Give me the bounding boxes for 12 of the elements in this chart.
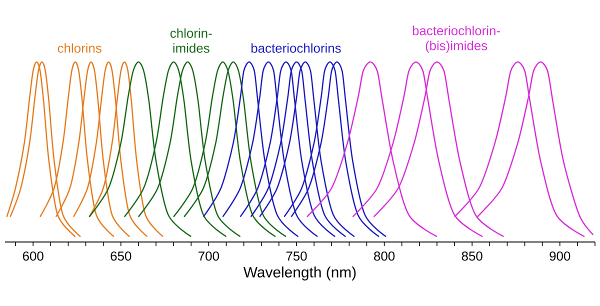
series-label: bacteriochlorins [251, 43, 341, 53]
x-axis-title: Wavelength (nm) [243, 266, 356, 280]
x-tick-label: 800 [374, 252, 395, 261]
series-label: chlorins [58, 43, 102, 53]
x-tick-label: 700 [198, 252, 219, 261]
x-tick-label: 750 [286, 252, 307, 261]
x-tick-label: 600 [22, 252, 44, 261]
text: bacteriochlorin-(bis)imides [412, 26, 500, 53]
x-tick-label: 900 [550, 252, 570, 261]
x-tick-label: 850 [462, 252, 482, 261]
text: chlorin-imides [170, 28, 212, 53]
x-tick-label: 650 [110, 252, 132, 261]
